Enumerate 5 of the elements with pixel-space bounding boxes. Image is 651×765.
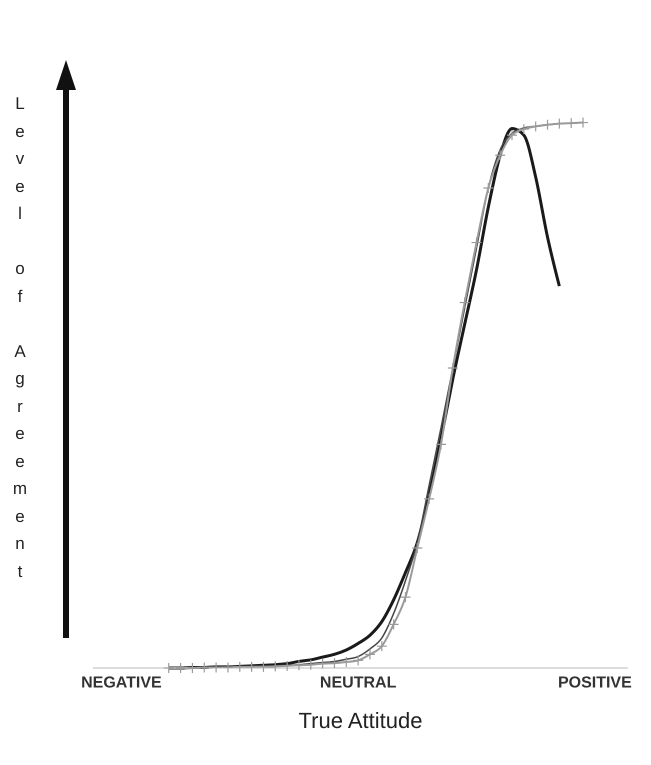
x-tick-label: NEGATIVE (81, 674, 162, 692)
x-axis-title: True Attitude (298, 708, 422, 733)
x-tick-label: NEUTRAL (320, 674, 397, 692)
text: Level of Agreement (12, 94, 28, 580)
x-tick-label: POSITIVE (558, 674, 632, 692)
